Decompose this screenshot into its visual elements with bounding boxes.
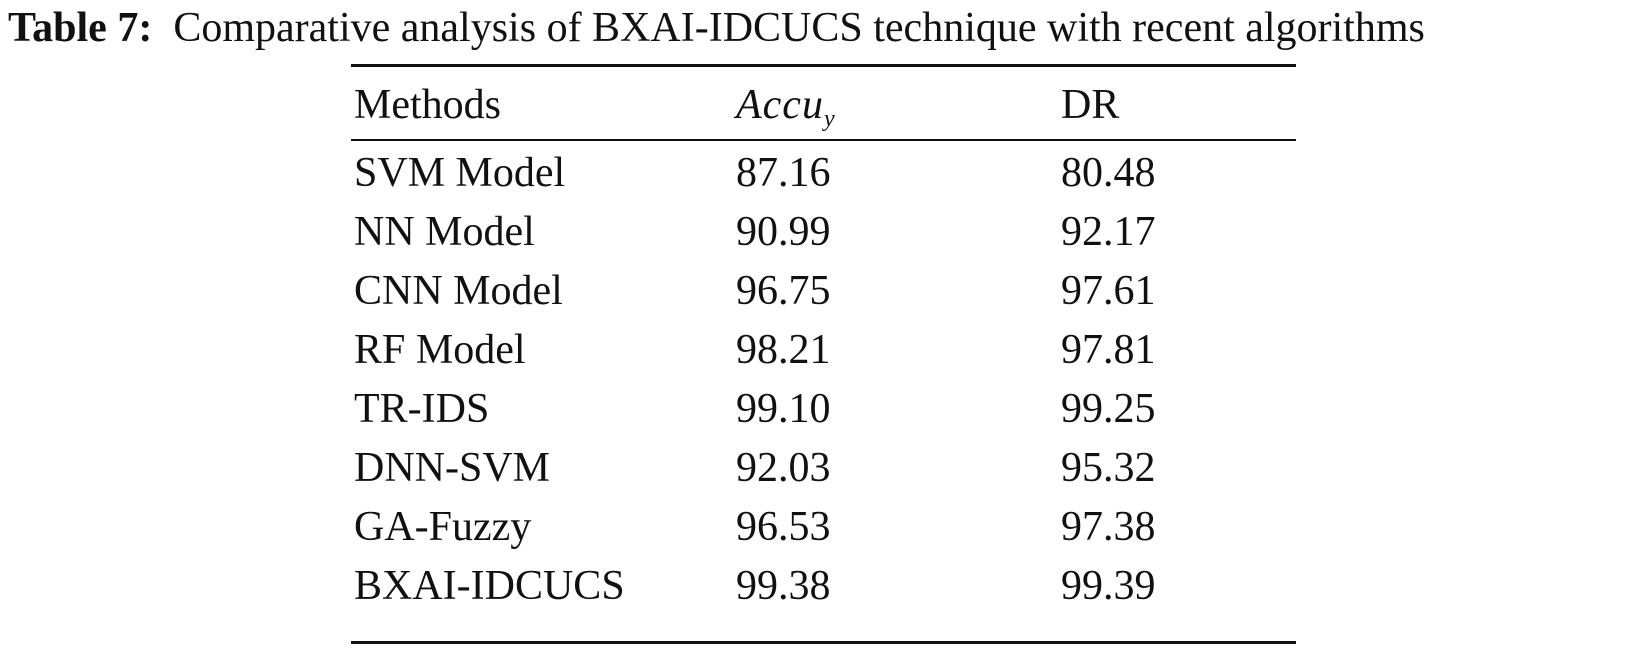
header-accuracy: Accuy [736,80,836,144]
table-bottom-rule [351,641,1296,644]
row-method: CNN Model [354,268,563,314]
row-method: DNN-SVM [354,445,551,491]
header-accuracy-subscript: y [823,106,836,132]
row-method: BXAI-IDCUCS [354,563,625,609]
row-method: TR-IDS [354,386,490,432]
table-caption: Table 7: Comparative analysis of BXAI-ID… [8,2,1425,54]
row-dr: 99.39 [1061,563,1156,609]
row-dr: 99.25 [1061,386,1156,432]
row-method: SVM Model [354,150,566,196]
caption-label: Table 7: [8,5,153,51]
caption-text: Comparative analysis of BXAI-IDCUCS tech… [173,5,1425,51]
row-accuracy: 96.75 [736,268,831,314]
row-accuracy: 96.53 [736,504,831,550]
row-dr: 95.32 [1061,445,1156,491]
row-dr: 97.81 [1061,327,1156,373]
row-dr: 80.48 [1061,150,1156,196]
row-accuracy: 92.03 [736,445,831,491]
table-header-rule [351,139,1296,141]
row-dr: 97.38 [1061,504,1156,550]
row-accuracy: 99.38 [736,563,831,609]
row-accuracy: 98.21 [736,327,831,373]
row-method: RF Model [354,327,526,373]
row-dr: 92.17 [1061,209,1156,255]
row-accuracy: 87.16 [736,150,831,196]
row-dr: 97.61 [1061,268,1156,314]
row-method: NN Model [354,209,535,255]
row-method: GA-Fuzzy [354,504,532,550]
table-top-rule [351,64,1296,67]
header-accuracy-base: Accu [736,82,824,128]
header-dr: DR [1061,82,1120,128]
row-accuracy: 90.99 [736,209,831,255]
header-methods: Methods [354,82,501,128]
row-accuracy: 99.10 [736,386,831,432]
